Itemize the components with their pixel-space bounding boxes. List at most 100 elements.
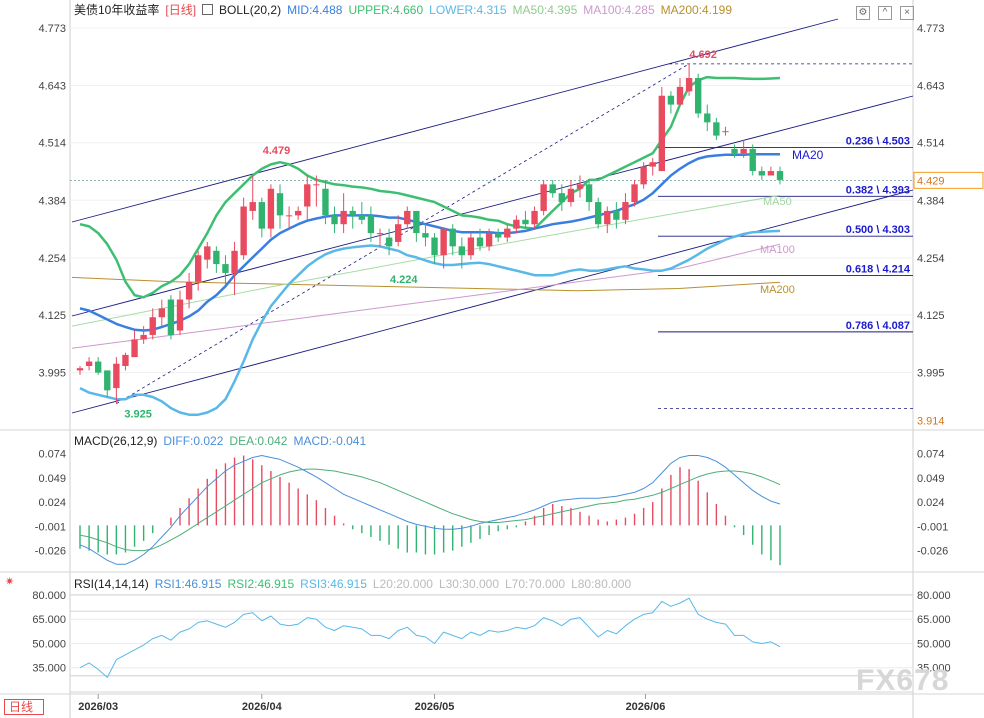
candle-body-26 bbox=[313, 184, 320, 186]
macd-y-tick-left-1: 0.049 bbox=[38, 473, 66, 485]
candle-body-25 bbox=[304, 184, 311, 207]
candle-body-31 bbox=[358, 215, 365, 220]
candle-body-46 bbox=[495, 233, 502, 238]
ma200-line bbox=[71, 276, 781, 292]
candle-body-30 bbox=[349, 210, 356, 216]
period-tag-button[interactable]: 日线 bbox=[4, 699, 45, 715]
candle-body-28 bbox=[331, 215, 338, 225]
candle-body-67 bbox=[685, 78, 693, 92]
rsi-y-tick-right-2: 50.000 bbox=[917, 638, 951, 650]
candle-body-33 bbox=[376, 233, 384, 235]
macd-diff: DIFF:0.022 bbox=[163, 434, 224, 448]
candle-body-4 bbox=[113, 363, 120, 389]
macd-y-tick-left-2: 0.024 bbox=[38, 497, 66, 509]
candle-body-64 bbox=[658, 95, 665, 172]
main-y-tick-right-3: 4.384 bbox=[917, 195, 945, 207]
x-tick-label-0: 2026/03 bbox=[78, 701, 118, 713]
candle-body-1 bbox=[85, 361, 93, 366]
channel-lower-line bbox=[71, 189, 914, 414]
candle-body-59 bbox=[613, 210, 620, 220]
main-header: 美债10年收益率 [日线] BOLL(20,2) MID:4.488 UPPER:4.6… bbox=[74, 3, 738, 17]
macd-header: MACD(26,12,9) DIFF:0.022 DEA:0.042 MACD:-0.… bbox=[74, 434, 372, 448]
candle-body-22 bbox=[276, 193, 284, 216]
candle-body-42 bbox=[458, 246, 465, 256]
candle-body-5 bbox=[122, 354, 129, 366]
candle-body-51 bbox=[540, 184, 547, 211]
candle-body-19 bbox=[249, 202, 256, 211]
settings-gear-icon[interactable]: ⚙ bbox=[856, 6, 870, 20]
candle-body-0 bbox=[76, 368, 84, 371]
rsi2-value: RSI2:46.915 bbox=[227, 577, 295, 591]
fib-level-label-0: 0.236 \ 4.503 bbox=[846, 136, 910, 148]
candle-body-49 bbox=[522, 219, 529, 225]
rsi-l70: L70:70.000 bbox=[505, 577, 566, 591]
candle-body-66 bbox=[676, 86, 684, 105]
macd-y-tick-right-1: 0.049 bbox=[917, 473, 945, 485]
candle-body-34 bbox=[385, 237, 393, 247]
rsi-header: RSI(14,14,14) RSI1:46.915 RSI2:46.915 RSI3:… bbox=[74, 577, 637, 591]
x-tick-label-1: 2026/04 bbox=[242, 701, 283, 713]
candle-body-21 bbox=[267, 188, 275, 229]
fib-low-price-label: 3.914 bbox=[917, 416, 945, 428]
candle-body-29 bbox=[340, 210, 347, 225]
candle-body-65 bbox=[667, 95, 675, 105]
main-y-tick-left-0: 4.773 bbox=[38, 23, 66, 35]
candle-body-71 bbox=[722, 131, 729, 133]
channel-middle-line bbox=[71, 95, 914, 317]
close-icon[interactable]: × bbox=[900, 6, 914, 20]
candle-body-13 bbox=[195, 255, 202, 282]
ma50-label: MA50 bbox=[763, 196, 792, 208]
macd-y-tick-right-3: -0.001 bbox=[917, 521, 948, 533]
candle-body-60 bbox=[622, 202, 629, 220]
indicator-toggle-icon[interactable] bbox=[202, 4, 214, 15]
candle-body-20 bbox=[258, 202, 265, 229]
candle-body-53 bbox=[558, 193, 565, 203]
candle-body-70 bbox=[713, 122, 720, 136]
main-y-tick-right-6: 3.995 bbox=[917, 368, 945, 380]
chart-title: 美债10年收益率 bbox=[74, 3, 160, 17]
ma200-value: MA200:4.199 bbox=[660, 3, 733, 17]
candle-body-61 bbox=[631, 184, 638, 203]
candle-body-55 bbox=[576, 184, 584, 189]
current-price-box bbox=[913, 171, 984, 189]
boll-mid-line bbox=[79, 152, 780, 332]
candle-body-40 bbox=[440, 228, 447, 256]
boll-lower-line bbox=[79, 229, 781, 416]
macd-y-tick-left-3: -0.001 bbox=[35, 521, 66, 533]
rsi-settings-icon[interactable]: ✷ bbox=[5, 576, 15, 588]
rsi-y-tick-right-3: 35.000 bbox=[917, 663, 951, 675]
annotation-mid-high: 4.479 bbox=[263, 145, 291, 157]
collapse-icon[interactable]: ^ bbox=[878, 6, 892, 20]
candle-body-73 bbox=[740, 148, 747, 154]
annotation-low: 3.925 bbox=[124, 409, 152, 421]
candle-body-50 bbox=[531, 210, 538, 225]
rsi-l20: L20:20.000 bbox=[372, 577, 433, 591]
rsi-y-tick-left-2: 50.000 bbox=[32, 638, 66, 650]
candle-body-16 bbox=[222, 264, 229, 273]
candle-body-39 bbox=[431, 237, 438, 256]
rsi-line bbox=[79, 597, 781, 678]
ma50-line bbox=[71, 194, 781, 327]
boll-upper-line bbox=[79, 75, 781, 299]
main-y-tick-left-2: 4.514 bbox=[38, 138, 66, 150]
candle-body-17 bbox=[231, 250, 238, 273]
macd-y-tick-right-2: 0.024 bbox=[917, 497, 945, 509]
window-controls: ⚙ ^ × bbox=[848, 2, 914, 20]
fib-level-label-4: 0.786 \ 4.087 bbox=[846, 320, 910, 332]
main-y-tick-left-1: 4.643 bbox=[38, 81, 66, 93]
candle-body-6 bbox=[131, 339, 138, 358]
candle-body-38 bbox=[422, 233, 429, 238]
x-tick-label-2: 2026/05 bbox=[415, 701, 455, 713]
fib-level-label-3: 0.618 \ 4.214 bbox=[846, 264, 911, 276]
rsi3-value: RSI3:46.915 bbox=[300, 577, 367, 591]
macd-y-tick-right-4: -0.026 bbox=[917, 546, 948, 558]
candle-body-57 bbox=[595, 202, 602, 225]
period-badge[interactable]: [日线] bbox=[165, 3, 197, 17]
channel-upper-line bbox=[71, 18, 839, 223]
candle-body-72 bbox=[731, 148, 738, 154]
ma200-label: MA200 bbox=[760, 284, 795, 296]
main-y-tick-right-1: 4.643 bbox=[917, 81, 945, 93]
ma100-value: MA100:4.285 bbox=[583, 3, 655, 17]
candle-body-43 bbox=[467, 237, 475, 256]
